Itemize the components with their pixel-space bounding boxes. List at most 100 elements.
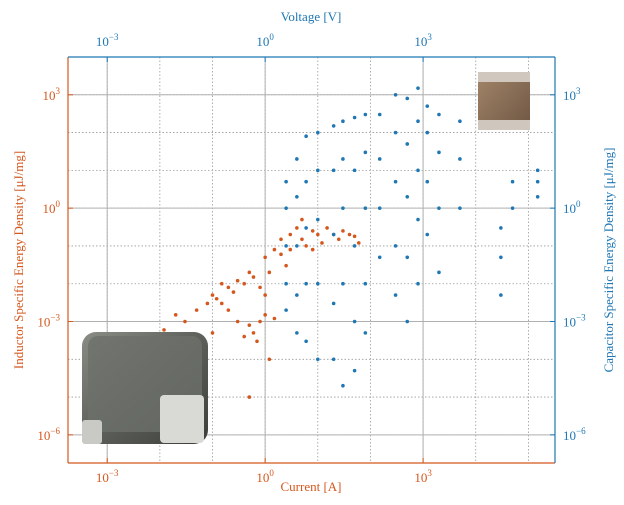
point bbox=[499, 255, 503, 260]
point bbox=[173, 313, 178, 317]
point bbox=[194, 308, 199, 312]
point bbox=[272, 247, 277, 252]
y-tick-label: 103 bbox=[43, 86, 61, 103]
point bbox=[425, 232, 430, 237]
point bbox=[316, 281, 320, 286]
y-axis-label: Inductor Specific Energy Density [μJ/mg] bbox=[11, 151, 26, 369]
point bbox=[510, 206, 515, 210]
point bbox=[284, 281, 288, 286]
point bbox=[416, 119, 420, 123]
point bbox=[320, 241, 324, 245]
x2-tick-label: 100 bbox=[256, 32, 274, 49]
point bbox=[316, 357, 320, 362]
point bbox=[284, 244, 288, 248]
point bbox=[316, 130, 320, 135]
point bbox=[288, 247, 293, 252]
point bbox=[499, 226, 503, 230]
point bbox=[235, 278, 240, 283]
point bbox=[347, 232, 352, 237]
point bbox=[205, 301, 210, 306]
point bbox=[162, 328, 166, 332]
point bbox=[341, 281, 345, 286]
point bbox=[304, 244, 308, 248]
point bbox=[356, 241, 361, 245]
point bbox=[363, 150, 368, 155]
point bbox=[263, 255, 267, 260]
capacitor-image bbox=[478, 72, 530, 130]
point bbox=[393, 179, 398, 184]
point bbox=[242, 334, 247, 339]
point bbox=[295, 331, 299, 335]
point bbox=[258, 319, 262, 324]
point bbox=[288, 232, 293, 237]
point bbox=[310, 247, 315, 252]
point bbox=[352, 368, 357, 373]
point bbox=[279, 252, 283, 257]
point bbox=[331, 124, 336, 128]
point bbox=[535, 168, 540, 173]
point bbox=[535, 194, 540, 199]
point bbox=[416, 281, 420, 286]
point bbox=[510, 179, 515, 184]
point bbox=[363, 281, 368, 286]
y2-tick-label: 10−6 bbox=[563, 426, 586, 443]
point bbox=[300, 237, 304, 242]
point bbox=[267, 270, 272, 275]
point bbox=[377, 255, 382, 260]
point bbox=[341, 229, 345, 233]
point bbox=[377, 112, 382, 117]
point bbox=[405, 255, 410, 260]
point bbox=[341, 383, 345, 388]
point bbox=[226, 285, 231, 290]
x2-tick-label: 103 bbox=[414, 32, 432, 49]
point bbox=[258, 285, 262, 290]
x-tick-label: 103 bbox=[414, 468, 432, 485]
axes: 10−3 100 103 10−3 100 103 10−6 10−3 100 103 10−6 10… bbox=[37, 32, 586, 485]
point bbox=[331, 232, 336, 237]
point bbox=[499, 293, 503, 297]
x2-tick-label: 10−3 bbox=[96, 32, 119, 49]
point bbox=[210, 331, 215, 335]
point bbox=[235, 319, 240, 324]
point bbox=[393, 244, 398, 248]
point bbox=[437, 206, 441, 210]
point bbox=[341, 206, 345, 210]
y2-tick-label: 10−3 bbox=[563, 313, 586, 330]
point bbox=[284, 308, 288, 312]
point bbox=[316, 168, 320, 173]
point bbox=[393, 92, 398, 97]
point bbox=[295, 226, 299, 230]
point bbox=[437, 150, 441, 155]
point bbox=[458, 206, 462, 210]
point bbox=[325, 226, 329, 230]
point bbox=[304, 179, 308, 184]
point bbox=[352, 234, 357, 239]
point bbox=[535, 179, 540, 184]
point bbox=[393, 293, 398, 297]
point bbox=[331, 168, 336, 173]
point bbox=[210, 293, 215, 297]
point bbox=[363, 206, 368, 210]
point bbox=[416, 217, 420, 222]
point bbox=[405, 142, 410, 146]
point bbox=[267, 357, 272, 362]
point bbox=[226, 308, 231, 312]
point bbox=[352, 115, 357, 120]
point bbox=[458, 157, 462, 161]
point bbox=[405, 194, 410, 199]
marks bbox=[162, 86, 540, 399]
point bbox=[304, 339, 308, 344]
point bbox=[425, 104, 430, 108]
point bbox=[284, 179, 288, 184]
inductor-image bbox=[82, 332, 208, 444]
point bbox=[310, 229, 315, 233]
point bbox=[331, 357, 336, 362]
point bbox=[341, 119, 345, 123]
point bbox=[247, 395, 252, 399]
point bbox=[437, 112, 441, 117]
y-tick-label: 10−6 bbox=[37, 426, 60, 443]
point bbox=[231, 290, 236, 294]
point bbox=[304, 281, 308, 286]
point bbox=[183, 319, 187, 324]
